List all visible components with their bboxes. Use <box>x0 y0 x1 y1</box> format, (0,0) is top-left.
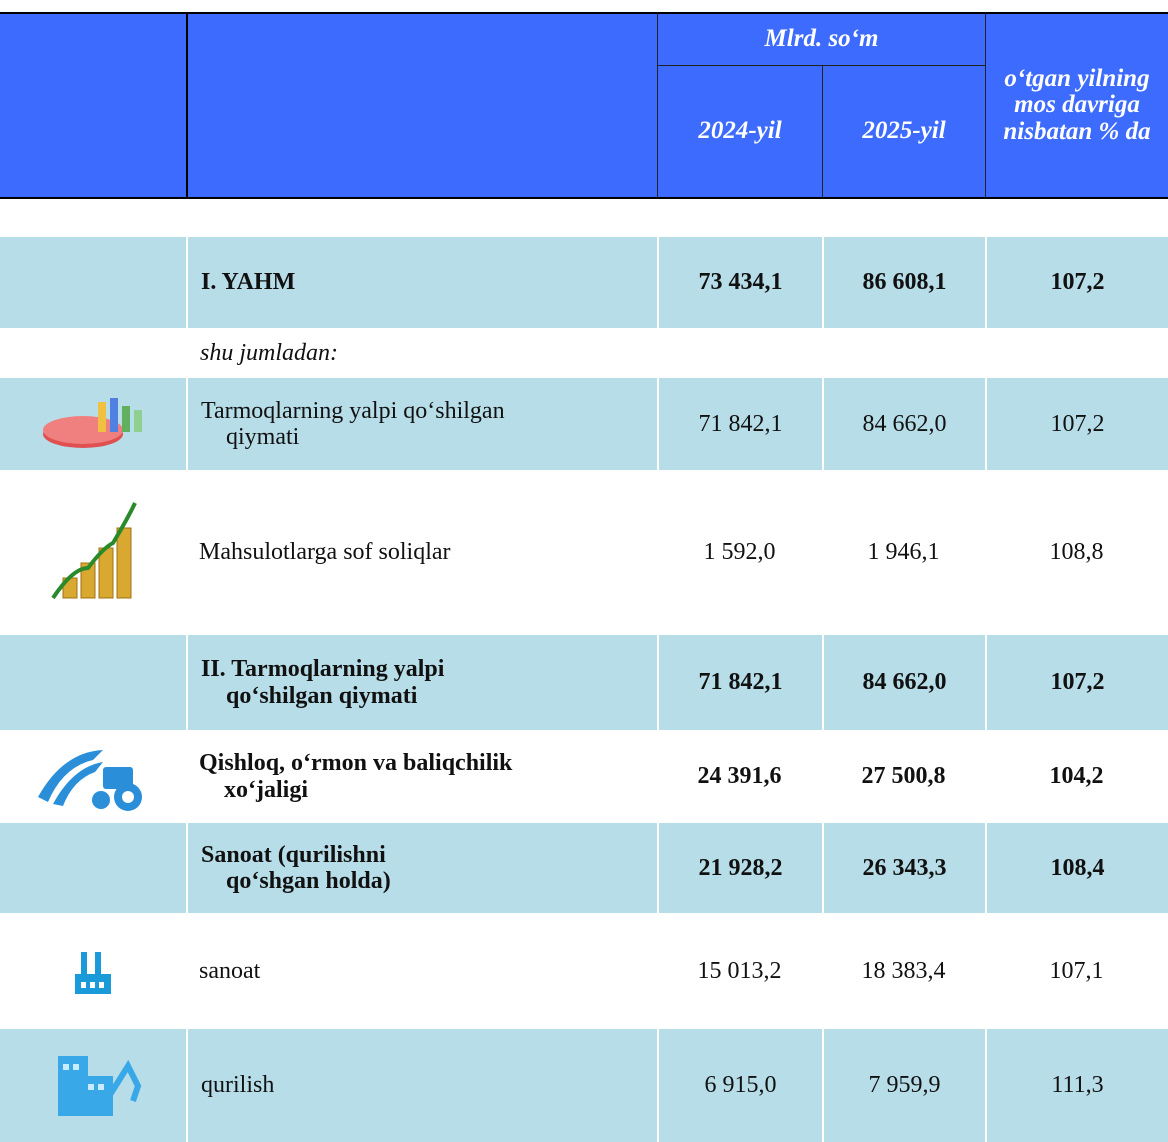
label-cell: Mahsulotlarga sof soliqlar <box>186 470 657 635</box>
value-cell: 71 842,1 <box>657 378 822 470</box>
value-cell: 1 946,1 <box>822 470 985 635</box>
label: I. YAHM <box>226 269 300 295</box>
icon-cell <box>0 913 186 1029</box>
value-cell: 71 842,1 <box>657 635 822 730</box>
label-cell: sanoat <box>186 913 657 1029</box>
value-cell: 7 959,9 <box>822 1029 985 1142</box>
header-blank <box>186 12 657 199</box>
value-cell: 108,4 <box>985 823 1168 913</box>
label-line: qo‘shilgan qiymati <box>226 683 444 709</box>
header-unit: Mlrd. so‘m <box>657 12 985 66</box>
label-cell: I. YAHM <box>186 237 657 328</box>
label: Mahsulotlarga sof soliqlar <box>224 539 451 565</box>
value-cell: 107,2 <box>985 635 1168 730</box>
value-cell: 26 343,3 <box>822 823 985 913</box>
header-year: 2024-yil <box>657 66 822 199</box>
label-line: Tarmoqlarning yalpi qo‘shilgan <box>226 398 505 424</box>
icon-cell <box>0 1029 186 1142</box>
icon-cell <box>0 237 186 328</box>
label-line: qiymati <box>226 424 505 450</box>
value-cell: 84 662,0 <box>822 635 985 730</box>
label: sanoat <box>224 958 260 984</box>
value-cell: 15 013,2 <box>657 913 822 1029</box>
label-cell: qurilish <box>186 1029 657 1142</box>
value-cell: 86 608,1 <box>822 237 985 328</box>
label-line: qo‘shgan holda) <box>226 868 391 894</box>
icon <box>43 498 143 608</box>
header-year: 2025-yil <box>822 66 985 199</box>
icon-cell <box>0 635 186 730</box>
value-cell: 107,1 <box>985 913 1168 1029</box>
note: shu jumladan: <box>200 340 338 367</box>
label-line: xo‘jaligi <box>224 777 512 803</box>
label-line: Qishloq, o‘rmon va baliqchilik <box>224 750 512 776</box>
value-cell: 84 662,0 <box>822 378 985 470</box>
icon-cell <box>0 470 186 635</box>
icon <box>43 1046 143 1126</box>
value-cell: 6 915,0 <box>657 1029 822 1142</box>
label-line: Sanoat (qurilishni <box>226 842 391 868</box>
value-cell: 108,8 <box>985 470 1168 635</box>
label-line: II. Tarmoqlarning yalpi <box>226 656 444 682</box>
value-cell: 18 383,4 <box>822 913 985 1029</box>
value-cell: 107,2 <box>985 378 1168 470</box>
label: qurilish <box>226 1072 274 1098</box>
value-cell: 111,3 <box>985 1029 1168 1142</box>
header-blank <box>0 12 186 199</box>
value-cell: 104,2 <box>985 730 1168 823</box>
table: Mlrd. so‘m 2024-yil 2025-yil o‘tgan yiln… <box>0 0 1168 1142</box>
icon <box>38 394 148 454</box>
page: Mlrd. so‘m 2024-yil 2025-yil o‘tgan yiln… <box>0 0 1168 1142</box>
label-line: I. YAHM <box>226 269 300 295</box>
value-cell: 73 434,1 <box>657 237 822 328</box>
value-cell: 21 928,2 <box>657 823 822 913</box>
label-line: qurilish <box>226 1072 274 1098</box>
icon <box>33 742 153 812</box>
value-cell: 107,2 <box>985 237 1168 328</box>
value-cell: 24 391,6 <box>657 730 822 823</box>
label-line: Mahsulotlarga sof soliqlar <box>224 539 451 565</box>
header-percent: o‘tgan yilning mos davriga nisbatan % da <box>985 12 1168 199</box>
label-line: sanoat <box>224 958 260 984</box>
icon-cell <box>0 378 186 470</box>
icon-cell <box>0 730 186 823</box>
icon <box>73 946 113 996</box>
value-cell: 27 500,8 <box>822 730 985 823</box>
value-cell: 1 592,0 <box>657 470 822 635</box>
icon-cell <box>0 823 186 913</box>
